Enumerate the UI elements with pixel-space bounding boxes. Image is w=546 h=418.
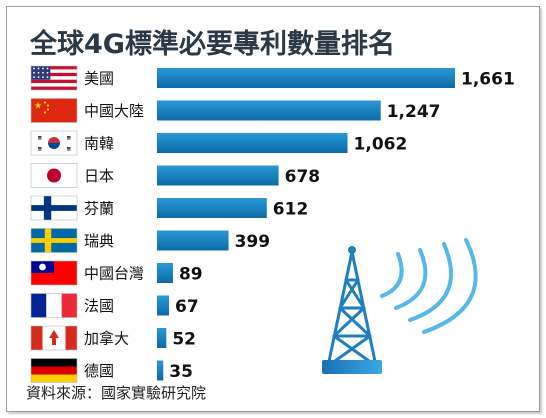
bar [157,360,164,381]
data-label: 399 [235,232,271,252]
chart-title: 全球4G標準必要專利數量排名 [30,29,395,60]
bar [157,133,348,153]
japan-flag-icon [30,163,78,188]
taiwan-flag-icon [30,260,78,286]
bar [157,165,279,186]
bar [157,100,381,121]
data-label: 678 [285,167,321,187]
china-flag-icon: ★ [30,98,78,123]
germany-flag-icon [30,358,78,383]
data-label: 35 [169,362,193,382]
category-label: 德國 [84,362,114,380]
bar [157,68,455,88]
category-label: 南韓 [84,135,114,153]
data-label: 1,062 [354,135,408,155]
data-label: 1,247 [387,102,441,122]
bar [157,295,170,316]
data-label: 89 [179,265,203,285]
category-label: 法國 [84,297,114,315]
source-note: 資料來源：國家實驗研究院 [26,384,207,402]
korea-flag-icon [30,130,78,156]
category-label: 加拿大 [84,330,129,348]
data-label: 1,661 [461,70,515,90]
data-label: 612 [273,200,309,220]
chart-row: 加拿大 52 [30,325,196,351]
bar [157,230,229,251]
category-label: 瑞典 [84,232,114,250]
data-label: 67 [175,297,199,317]
chart-row: 芬蘭 612 [30,195,309,221]
sweden-flag-icon [30,228,78,253]
france-flag-icon [30,293,78,318]
finland-flag-icon [30,195,78,221]
bar [157,263,173,283]
chart-row: 瑞典 399 [30,228,271,253]
chart-row: 南韓 1,062 [30,130,408,156]
category-label: 中國大陸 [84,102,144,120]
chart-row: 日本 678 [30,163,321,188]
data-label: 52 [172,330,196,350]
radio-tower-icon [322,238,478,374]
category-label: 美國 [84,70,114,88]
category-label: 日本 [84,167,114,185]
canada-flag-icon [30,325,78,351]
chart-row: 中國台灣 89 [30,260,203,286]
chart-row: ★ 中國大陸 1,247 [30,98,441,123]
category-label: 芬蘭 [84,200,114,218]
chart-row: 法國 67 [30,293,199,318]
svg-text:★: ★ [34,102,42,112]
chart-row: 德國 35 [30,358,193,383]
chart-row: 美國 1,661 [30,65,515,91]
us-flag-icon [30,65,78,91]
bar [157,328,167,348]
category-label: 中國台灣 [84,265,144,283]
bar [157,198,267,218]
